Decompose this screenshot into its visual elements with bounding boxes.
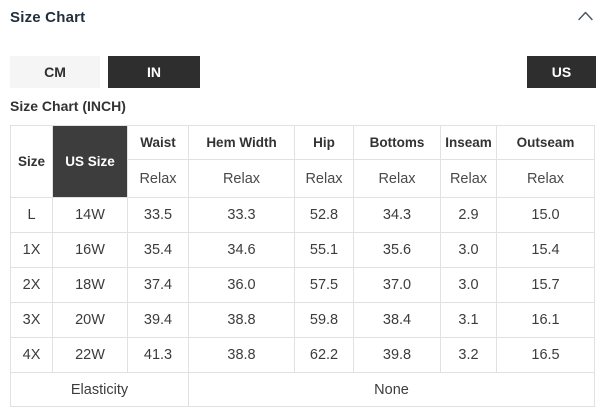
size-cell: 1X	[10, 232, 53, 268]
hem-width-cell: 36.0	[188, 267, 295, 303]
size-cell: 2X	[10, 267, 53, 303]
hip-cell: 62.2	[294, 337, 354, 373]
size-chart-table: Size US Size Waist Hem Width Hip Bottoms…	[10, 125, 595, 407]
hem-width-cell: 33.3	[188, 197, 295, 233]
panel-title: Size Chart	[10, 8, 86, 26]
inseam-cell: 3.0	[440, 232, 497, 268]
fit-label-hip: Relax	[294, 159, 354, 198]
table-row-4X: 4X 22W 41.3 38.8 62.2 39.8 3.2 16.5	[10, 337, 595, 373]
waist-cell: 35.4	[127, 232, 189, 268]
us-size-cell: 20W	[52, 302, 128, 338]
bottoms-cell: 39.8	[353, 337, 441, 373]
column-header-inseam: Inseam	[440, 125, 497, 160]
us-region-button[interactable]: US	[527, 56, 596, 88]
waist-cell: 33.5	[127, 197, 189, 233]
bottoms-cell: 37.0	[353, 267, 441, 303]
column-header-bottoms: Bottoms	[353, 125, 441, 160]
elasticity-label: Elasticity	[10, 372, 189, 407]
hip-cell: 52.8	[294, 197, 354, 233]
size-cell: L	[10, 197, 53, 233]
us-size-cell: 16W	[52, 232, 128, 268]
column-header-waist: Waist	[127, 125, 189, 160]
hem-width-cell: 38.8	[188, 302, 295, 338]
hem-width-cell: 38.8	[188, 337, 295, 373]
elasticity-row: Elasticity None	[10, 372, 595, 407]
fit-label-bottoms: Relax	[353, 159, 441, 198]
outseam-cell: 16.1	[496, 302, 595, 338]
us-size-column-header: US Size	[52, 125, 128, 198]
outseam-cell: 15.4	[496, 232, 595, 268]
panel-header: Size Chart	[10, 6, 596, 28]
header-row-fit: Relax Relax Relax Relax Relax Relax	[11, 159, 595, 198]
table-row-2X: 2X 18W 37.4 36.0 57.5 37.0 3.0 15.7	[10, 267, 595, 303]
hip-cell: 59.8	[294, 302, 354, 338]
outseam-cell: 15.0	[496, 197, 595, 233]
cm-toggle-button[interactable]: CM	[10, 56, 100, 88]
hip-cell: 55.1	[294, 232, 354, 268]
outseam-cell: 16.5	[496, 337, 595, 373]
column-header-outseam: Outseam	[496, 125, 595, 160]
header-row-measures: Size US Size Waist Hem Width Hip Bottoms…	[10, 125, 595, 198]
collapse-button[interactable]	[577, 10, 594, 25]
inseam-cell: 2.9	[440, 197, 497, 233]
waist-cell: 37.4	[127, 267, 189, 303]
fit-label-outseam: Relax	[496, 159, 595, 198]
chevron-up-icon	[577, 10, 594, 25]
in-toggle-button[interactable]: IN	[108, 56, 200, 88]
waist-cell: 41.3	[127, 337, 189, 373]
unit-toggle-group: CM IN	[10, 56, 200, 88]
us-size-cell: 14W	[52, 197, 128, 233]
elasticity-value: None	[188, 372, 595, 407]
waist-cell: 39.4	[127, 302, 189, 338]
column-header-hip: Hip	[294, 125, 354, 160]
outseam-cell: 15.7	[496, 267, 595, 303]
table-subtitle: Size Chart (INCH)	[10, 98, 126, 114]
bottoms-cell: 34.3	[353, 197, 441, 233]
inseam-cell: 3.0	[440, 267, 497, 303]
hip-cell: 57.5	[294, 267, 354, 303]
size-cell: 4X	[10, 337, 53, 373]
bottoms-cell: 38.4	[353, 302, 441, 338]
hem-width-cell: 34.6	[188, 232, 295, 268]
fit-label-hem-width: Relax	[188, 159, 295, 198]
table-row-L: L 14W 33.5 33.3 52.8 34.3 2.9 15.0	[10, 197, 595, 233]
inseam-cell: 3.1	[440, 302, 497, 338]
size-column-header: Size	[10, 125, 53, 198]
table-row-3X: 3X 20W 39.4 38.8 59.8 38.4 3.1 16.1	[10, 302, 595, 338]
table-row-1X: 1X 16W 35.4 34.6 55.1 35.6 3.0 15.4	[10, 232, 595, 268]
size-cell: 3X	[10, 302, 53, 338]
us-size-cell: 22W	[52, 337, 128, 373]
inseam-cell: 3.2	[440, 337, 497, 373]
fit-label-inseam: Relax	[440, 159, 497, 198]
unit-region-toggle-row: CM IN US	[10, 56, 596, 88]
column-header-hem-width: Hem Width	[188, 125, 295, 160]
fit-label-waist: Relax	[127, 159, 189, 198]
bottoms-cell: 35.6	[353, 232, 441, 268]
us-size-cell: 18W	[52, 267, 128, 303]
